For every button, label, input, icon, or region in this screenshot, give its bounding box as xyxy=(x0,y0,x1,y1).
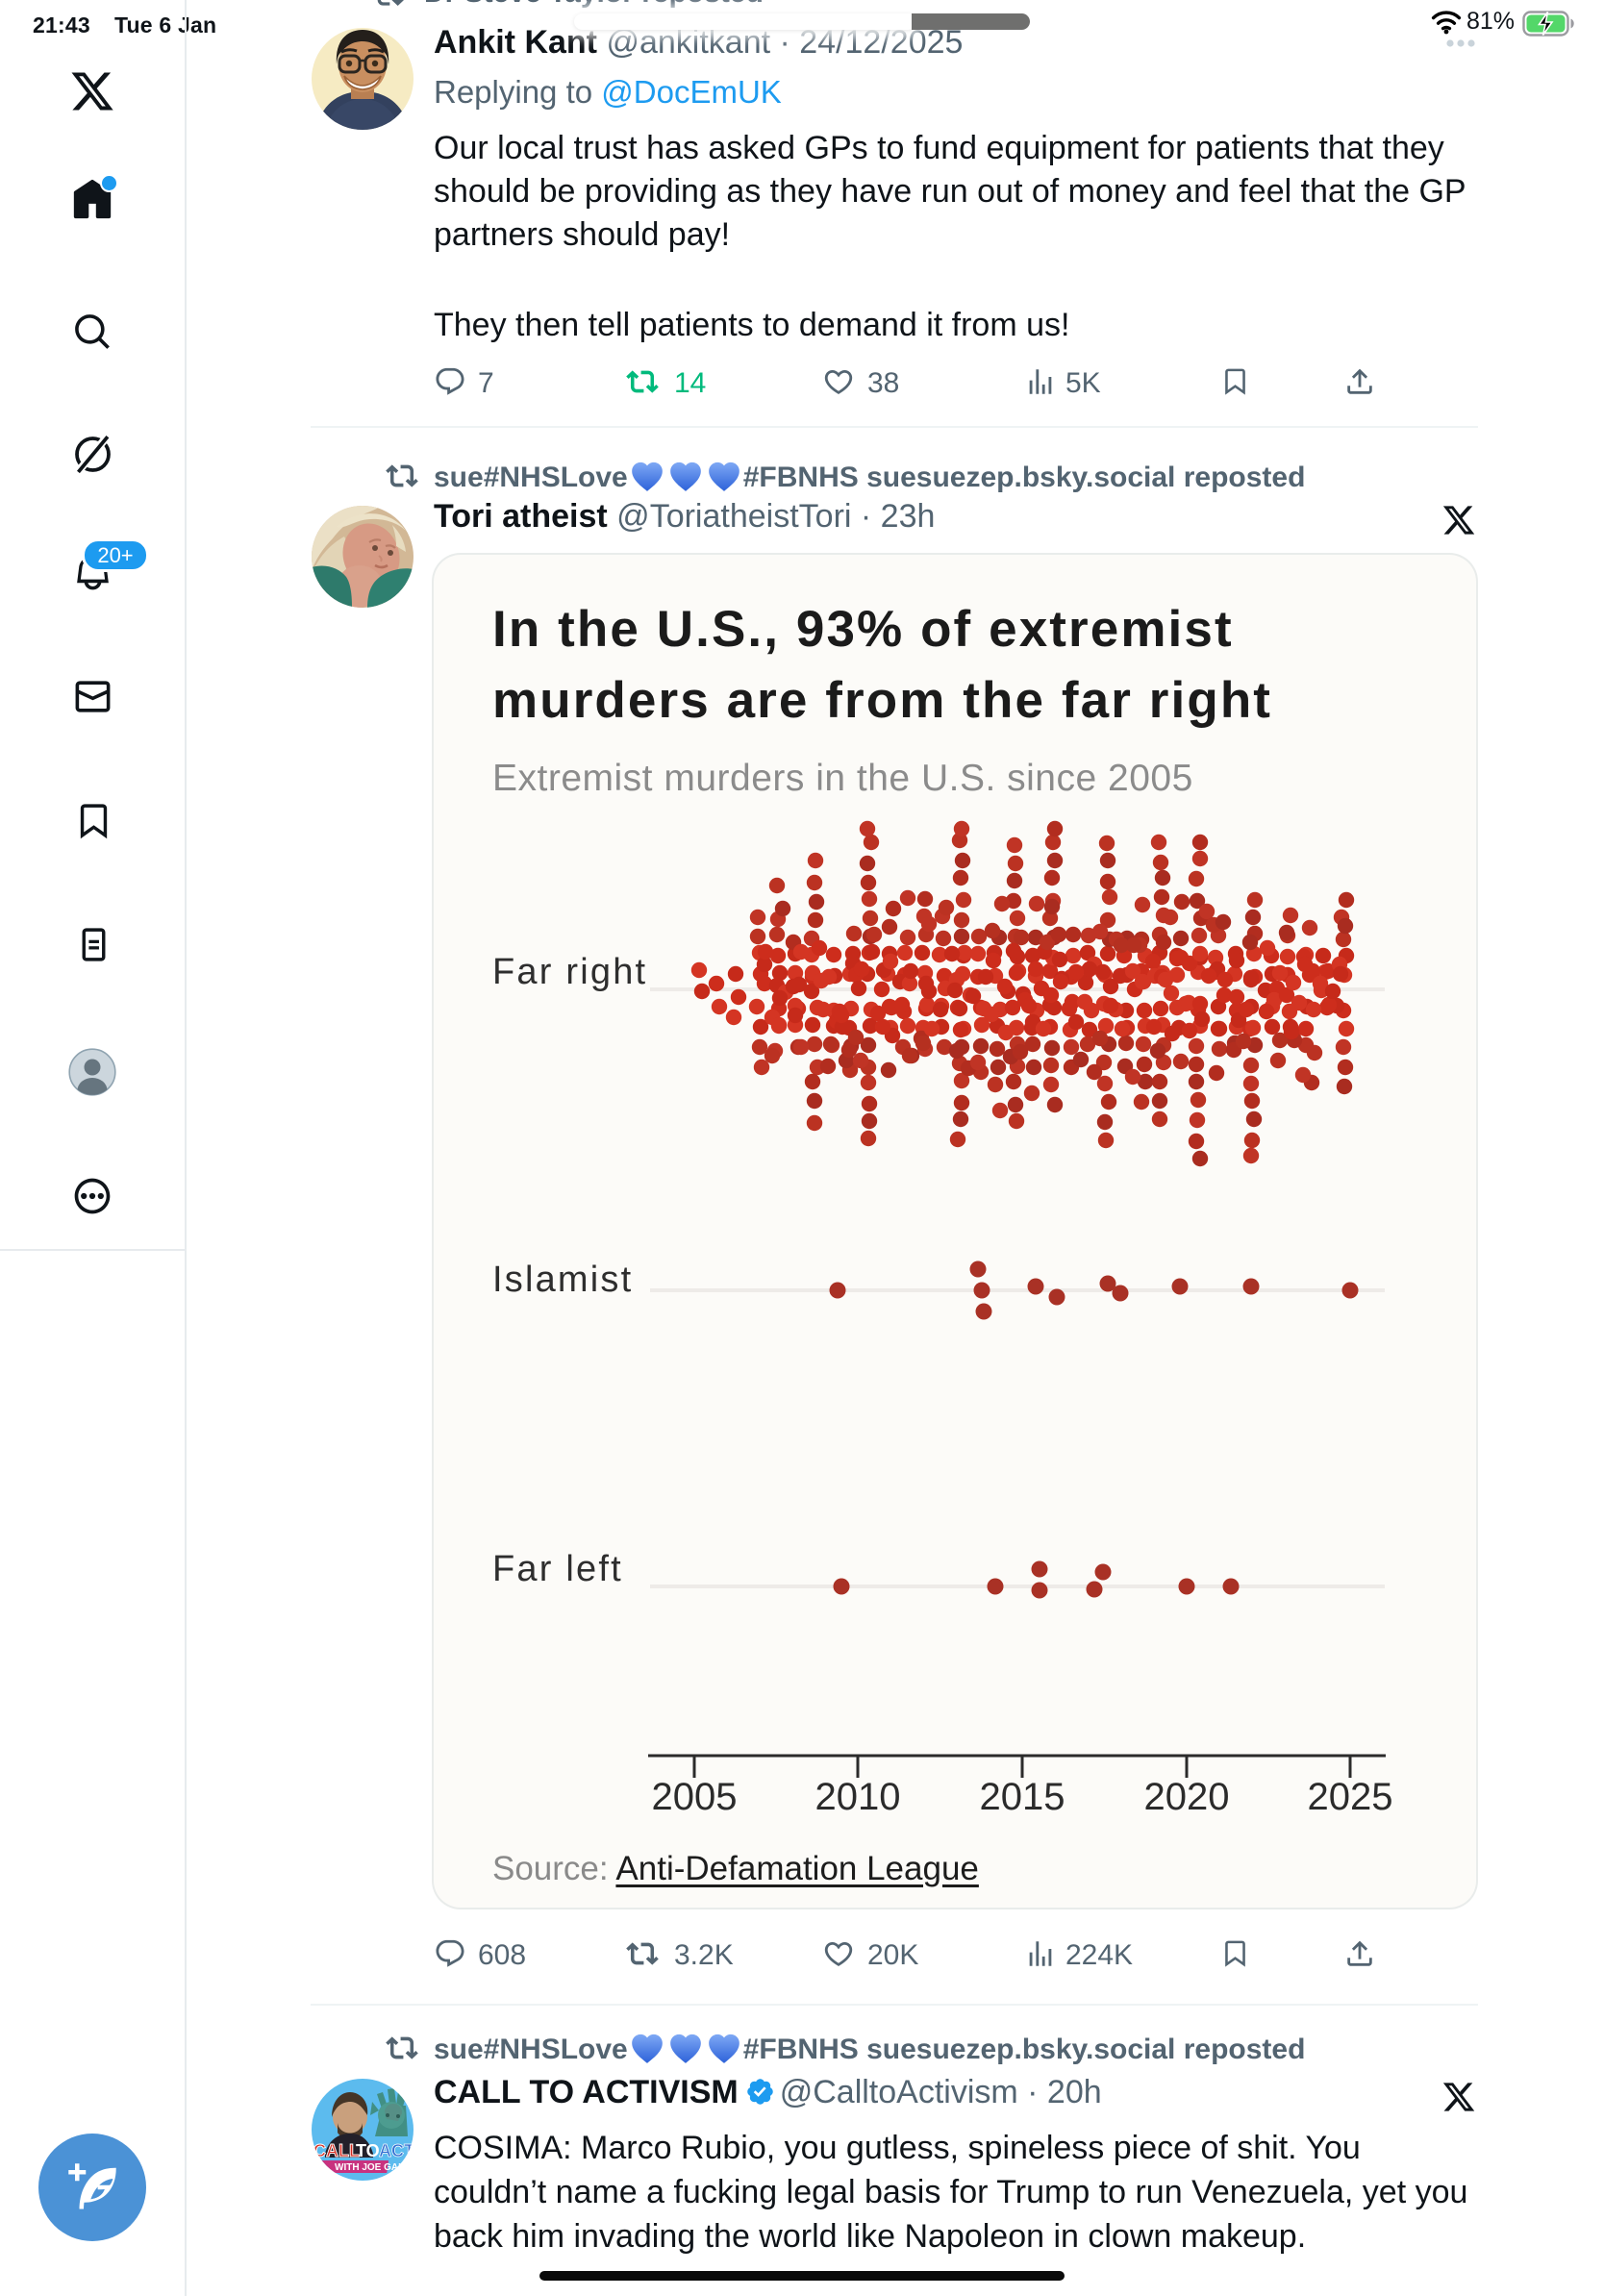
svg-text:WITH JOE GALLINA: WITH JOE GALLINA xyxy=(335,2162,414,2173)
svg-text:TO: TO xyxy=(356,2141,380,2160)
svg-text:ACTIV: ACTIV xyxy=(379,2141,414,2160)
svg-text:CALL: CALL xyxy=(313,2141,360,2160)
